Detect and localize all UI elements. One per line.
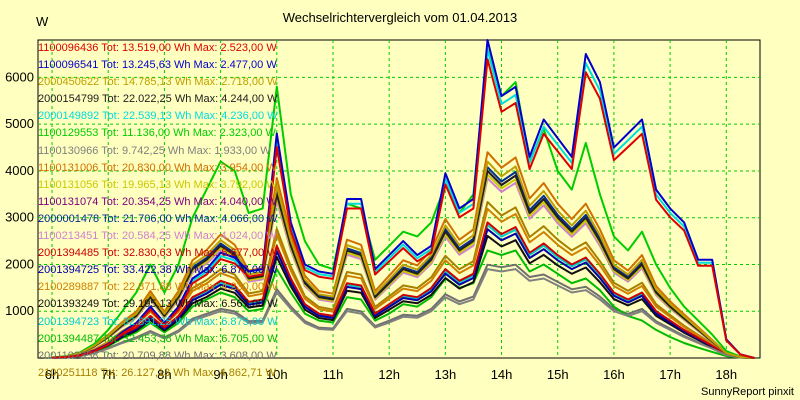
legend-entry: 2000450622 Tot: 14.785,13 Wh Max: 2.718,…	[38, 76, 278, 89]
legend-entry: 2000001478 Tot: 21.706,00 Wh Max: 4.066,…	[38, 212, 278, 225]
series-line	[51, 221, 755, 359]
legend-entry: 2001393249 Tot: 29.195,13 Wh Max: 6.567,…	[38, 298, 278, 311]
x-tick-label: 18h	[715, 367, 737, 382]
series-line	[51, 39, 755, 359]
legend-entry: 1100213451 Tot: 20.584,25 Wh Max: 4.024,…	[38, 230, 277, 243]
legend-entry: 1100096541 Tot: 13.245,63 Wh Max: 2.477,…	[38, 59, 277, 72]
legend-entry: 2001394487 Tot: 32.453,38 Wh Max: 6.705,…	[38, 332, 278, 345]
series-lines	[51, 39, 755, 359]
legend-entry: 2100251118 Tot: 26.127,13 Wh Max: 4.862,…	[38, 366, 276, 379]
y-tick-label: 3000	[5, 210, 34, 225]
series-line	[51, 48, 755, 359]
chart-title: Wechselrichtervergleich vom 01.04.2013	[282, 10, 518, 25]
legend-entry: 1100130966 Tot: 9.742,25 Wh Max: 1.933,0…	[38, 144, 271, 157]
legend-entry: 1100131056 Tot: 19.965,13 Wh Max: 3.792,…	[38, 178, 277, 191]
legend-entry: 2000149892 Tot: 22.539,13 Wh Max: 4.236,…	[38, 110, 278, 123]
legend-entry: 1100131074 Tot: 20.354,25 Wh Max: 4.040,…	[38, 195, 277, 208]
series-line	[51, 268, 755, 359]
x-tick-label: 8h	[157, 367, 171, 382]
series-line	[51, 58, 755, 359]
legend: 1100096436 Tot: 13.519,00 Wh Max: 2.523,…	[38, 40, 278, 382]
series-line	[51, 249, 755, 359]
y-tick-label: 4000	[5, 163, 34, 178]
y-tick-label: 5000	[5, 116, 34, 131]
footer-credit: SunnyReport pinxit	[701, 386, 794, 398]
x-tick-label: 10h	[266, 367, 288, 382]
x-tick-label: 16h	[603, 367, 625, 382]
legend-entry: 1100131006 Tot: 20.830,00 Wh Max: 3.954,…	[38, 161, 277, 174]
y-tick-label: 6000	[5, 69, 34, 84]
legend-entry: 2100289887 Tot: 22.871,88 Wh Max: 4.230,…	[38, 281, 278, 294]
x-tick-label: 12h	[378, 367, 400, 382]
series-line	[51, 228, 755, 359]
y-tick-label: 2000	[5, 256, 34, 271]
y-axis-label: W	[36, 14, 49, 29]
x-tick-labels: 6h 7h 8h 9h 10h 11h 12h 13h 14h 15h 16h 17h 18h	[45, 367, 737, 382]
x-tick-label: 15h	[547, 367, 569, 382]
x-tick-label: 17h	[659, 367, 681, 382]
x-tick-label: 9h	[213, 367, 227, 382]
x-tick-label: 14h	[491, 367, 513, 382]
legend-entry: 1100096436 Tot: 13.519,00 Wh Max: 2.523,…	[38, 42, 277, 54]
y-tick-labels: 1000 2000 3000 4000 5000 6000	[5, 69, 34, 318]
x-tick-label: 6h	[45, 367, 59, 382]
legend-entry: 1100129553 Tot: 11.136,00 Wh Max: 2.323,…	[38, 127, 276, 140]
legend-entry: 2000154799 Tot: 22.022,25 Wh Max: 4.244,…	[38, 93, 278, 106]
series-line	[51, 234, 755, 359]
x-tick-label: 11h	[323, 367, 344, 382]
legend-entry: 2001394723 Tot: 32.891,25 Wh Max: 6.875,…	[38, 315, 278, 328]
y-tick-label: 1000	[5, 303, 34, 318]
series-line	[51, 151, 755, 359]
legend-entry: 2001102358 Tot: 20.709,88 Wh Max: 3.608,…	[38, 349, 277, 362]
series-line	[51, 160, 755, 359]
x-tick-label: 7h	[101, 367, 115, 382]
series-line	[51, 169, 755, 359]
legend-entry: 2001394725 Tot: 33.422,38 Wh Max: 6.877,…	[38, 264, 278, 277]
legend-entry: 2001394485 Tot: 32.830,63 Wh Max: 6.677,…	[38, 247, 278, 260]
x-tick-label: 13h	[435, 367, 457, 382]
